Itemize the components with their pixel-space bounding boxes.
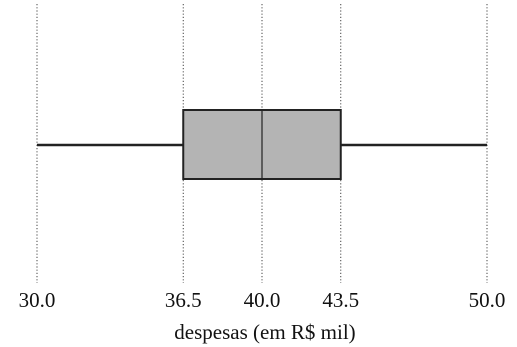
x-tick-label-3: 43.5 <box>322 288 359 312</box>
x-tick-label-1: 36.5 <box>165 288 202 312</box>
boxplot <box>37 109 487 180</box>
x-tick-label-4: 50.0 <box>469 288 506 312</box>
x-tick-labels: 30.0 36.5 40.0 43.5 50.0 <box>19 288 506 312</box>
x-tick-label-2: 40.0 <box>244 288 281 312</box>
x-axis-label: despesas (em R$ mil) <box>174 320 355 344</box>
x-tick-label-0: 30.0 <box>19 288 56 312</box>
